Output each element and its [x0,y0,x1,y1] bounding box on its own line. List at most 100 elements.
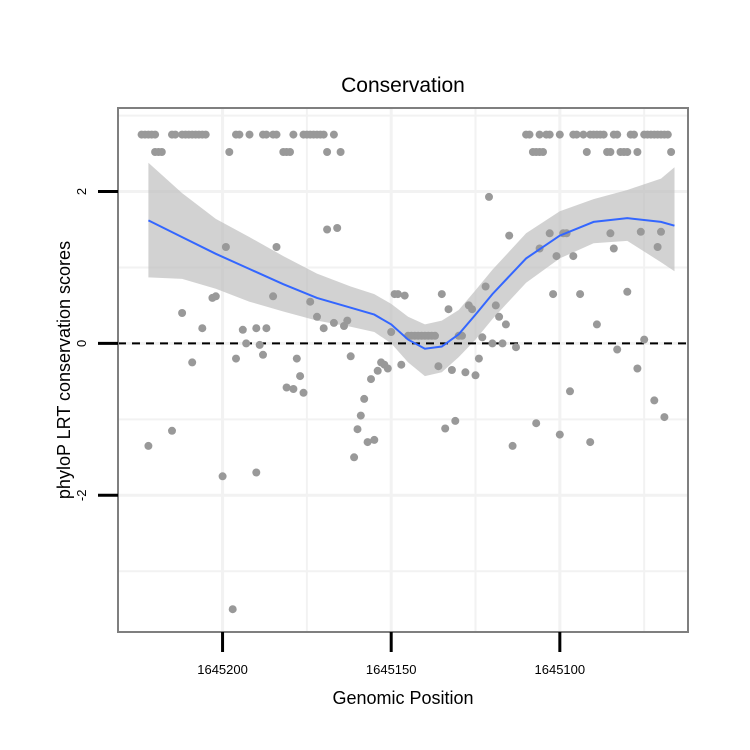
data-point [508,441,517,450]
data-point [282,383,291,392]
x-axis-title: Genomic Position [332,688,473,708]
data-point [485,192,493,201]
data-point [549,290,558,299]
data-point [350,453,359,462]
data-point [269,292,278,301]
data-point [592,320,601,329]
data-point [613,130,622,139]
data-point [289,130,298,139]
data-point [400,291,409,300]
data-point [640,335,649,344]
data-point [235,130,244,139]
chart-title: Conservation [341,74,465,97]
data-point [667,148,676,156]
data-point [633,148,642,156]
x-axis-tick-label: 1645200 [197,662,248,677]
data-point [474,354,483,363]
data-point [630,130,638,139]
data-point [255,340,264,349]
data-point [346,352,355,361]
y-axis-tick-label: 0 [74,340,89,347]
data-point [606,148,615,156]
data-point [498,339,507,348]
data-point [272,243,281,251]
data-point [336,148,345,156]
data-point [286,148,294,156]
data-point [252,324,261,333]
data-points [137,130,676,614]
data-point [343,316,352,325]
data-point [319,324,328,333]
data-point [367,375,375,384]
data-point [393,290,402,299]
data-point [383,364,392,373]
plot-panel [117,107,689,633]
data-point [660,413,669,422]
data-point [211,292,220,301]
data-point [387,328,396,336]
data-point [292,354,301,363]
data-point [157,148,166,156]
data-point [306,297,315,306]
data-point [225,148,234,156]
data-point [650,396,659,405]
data-point [586,438,595,447]
data-point [599,130,608,139]
data-point [613,345,622,354]
data-point [262,130,271,139]
data-point [178,309,187,317]
data-point [431,331,439,340]
data-point [468,305,477,314]
data-point [289,385,298,393]
data-point [495,312,504,321]
data-point [319,130,328,139]
data-point [582,148,591,156]
data-point [532,419,541,428]
data-point [572,130,581,139]
x-axis-tick-label: 1645100 [535,662,586,677]
data-point [218,472,227,481]
data-point [329,130,338,139]
data-point [505,231,514,240]
data-point [481,282,490,291]
data-point [552,252,561,261]
data-point [323,225,332,234]
data-point [461,368,470,377]
data-point [360,394,369,403]
data-point [353,425,362,434]
panel-border [117,107,689,633]
data-point [356,411,365,420]
data-point [501,320,510,329]
data-point [555,130,564,139]
data-point [221,243,230,251]
data-point [447,366,456,374]
data-point [657,227,665,236]
data-point [329,318,338,327]
y-axis-tick-label: 2 [74,188,89,195]
data-point [539,148,547,156]
data-point [201,130,210,139]
data-point [606,229,615,238]
data-point [471,371,480,380]
data-point [272,130,281,139]
data-point [262,324,271,333]
data-point [252,468,261,477]
y-axis-tick-label: -2 [74,490,89,502]
data-point [198,324,207,333]
data-point [579,130,588,139]
data-point [171,130,180,139]
data-point [296,372,305,381]
data-point [151,130,160,139]
data-point [609,244,618,253]
data-point [333,224,342,232]
data-point [242,339,251,348]
data-point [576,290,585,299]
data-point [188,358,197,367]
x-axis-tick-label: 1645150 [366,662,417,677]
data-point [232,354,240,363]
data-point [569,252,578,261]
data-point [313,312,321,321]
data-point [555,430,564,439]
data-point [363,438,372,447]
